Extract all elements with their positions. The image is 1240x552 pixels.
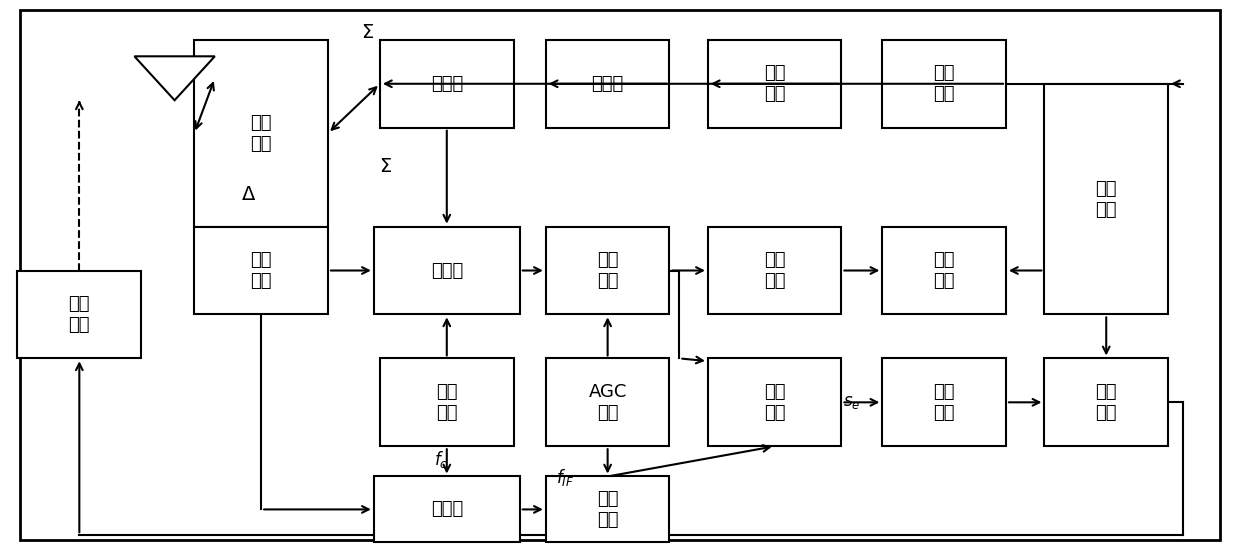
Bar xyxy=(379,40,513,128)
Text: 距离
跟踪: 距离 跟踪 xyxy=(1095,180,1117,219)
Bar xyxy=(1044,358,1168,446)
Bar xyxy=(708,358,842,446)
Bar xyxy=(546,358,670,446)
Text: 天线
伺服: 天线 伺服 xyxy=(68,295,91,334)
Text: Σ: Σ xyxy=(378,157,391,176)
Text: 发射机: 发射机 xyxy=(591,75,624,93)
Text: 波束
形成: 波束 形成 xyxy=(250,114,272,152)
Bar xyxy=(195,226,329,315)
Bar xyxy=(883,226,1006,315)
Bar xyxy=(546,40,670,128)
Text: 中频
放大: 中频 放大 xyxy=(596,251,619,290)
Text: 误差
放大: 误差 放大 xyxy=(1095,383,1117,422)
Bar xyxy=(883,40,1006,128)
Text: 收发
开关: 收发 开关 xyxy=(250,251,272,290)
Text: 中频
放大: 中频 放大 xyxy=(596,490,619,529)
Text: 相位
检波: 相位 检波 xyxy=(764,383,785,422)
Text: AGC
控制: AGC 控制 xyxy=(589,383,626,422)
Text: 双工器: 双工器 xyxy=(430,75,463,93)
Text: 混频器: 混频器 xyxy=(430,262,463,279)
Bar xyxy=(373,476,520,543)
Bar xyxy=(546,476,670,543)
Text: Σ: Σ xyxy=(362,23,373,41)
Bar xyxy=(373,226,520,315)
Text: 混频器: 混频器 xyxy=(430,501,463,518)
Text: 低噪
本振: 低噪 本振 xyxy=(436,383,458,422)
Text: 包络
检波: 包络 检波 xyxy=(764,251,785,290)
Bar xyxy=(546,226,670,315)
Bar xyxy=(379,358,513,446)
Text: $f_{IF}$: $f_{IF}$ xyxy=(556,467,574,488)
Bar xyxy=(708,226,842,315)
Text: $f_c$: $f_c$ xyxy=(434,449,448,470)
Text: 误差
积分: 误差 积分 xyxy=(934,383,955,422)
Text: 时钟
信号: 时钟 信号 xyxy=(934,65,955,103)
Bar xyxy=(1044,84,1168,315)
Text: 视频
放大: 视频 放大 xyxy=(934,251,955,290)
Text: $s_e$: $s_e$ xyxy=(843,394,861,411)
Bar xyxy=(883,358,1006,446)
Bar xyxy=(708,40,842,128)
Bar xyxy=(195,40,329,226)
Bar xyxy=(17,270,141,358)
Text: Δ: Δ xyxy=(242,185,255,204)
Polygon shape xyxy=(134,56,215,100)
Text: 波形
调制: 波形 调制 xyxy=(764,65,785,103)
